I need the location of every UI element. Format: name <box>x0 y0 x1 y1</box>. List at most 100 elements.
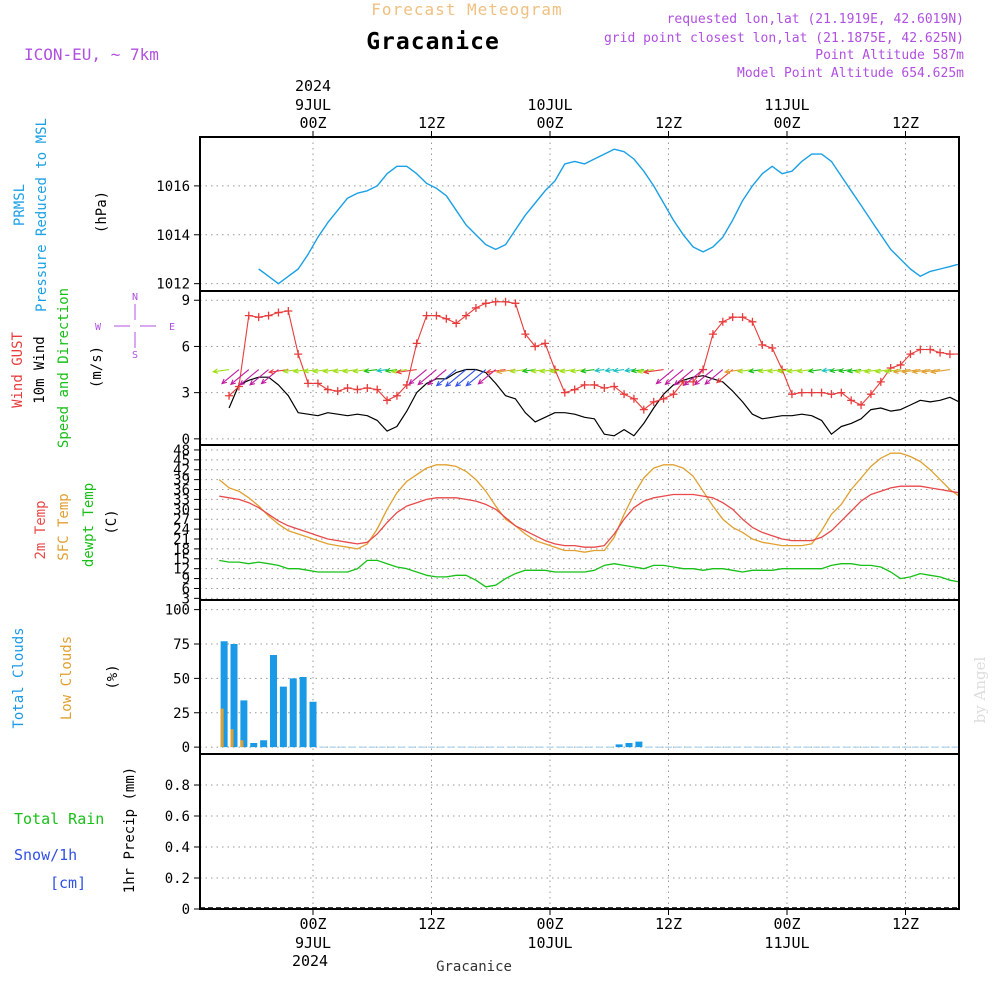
marks-layer <box>211 148 960 748</box>
top-hour-label: 12Z <box>655 114 682 132</box>
wind-arrow <box>436 369 457 387</box>
gust-marker <box>412 339 421 348</box>
wind-arrow <box>213 368 230 373</box>
top-date-label: 11JUL <box>764 96 809 114</box>
gust-marker <box>274 308 283 317</box>
precip-unit: 1hr Precip (mm) <box>122 767 138 893</box>
wind-arrow <box>683 369 704 386</box>
wind-arrow-head <box>776 368 784 374</box>
wind-arrow-head <box>828 367 836 374</box>
low-cloud-bar <box>240 740 244 748</box>
wind-arrow <box>364 368 378 372</box>
wind-arrow-head <box>249 380 256 386</box>
model-altitude: Model Point Altitude 654.625m <box>737 66 964 81</box>
wind-arrow <box>595 368 605 372</box>
gust-marker <box>669 390 678 399</box>
gust-marker <box>491 297 500 306</box>
y-tick-label: 75 <box>173 637 190 653</box>
gust-marker <box>857 400 866 409</box>
y-tick-label: 6 <box>182 339 190 355</box>
wind-arrow-head <box>593 367 601 373</box>
wind-arrow <box>704 369 724 385</box>
gust-marker <box>570 385 579 394</box>
total-cloud-bar <box>230 644 238 748</box>
gust-marker <box>471 303 480 312</box>
wind-arrow-head <box>311 368 319 374</box>
wind-arrow-head <box>863 368 870 374</box>
wind-arrow-head <box>427 379 434 386</box>
grid-layer <box>200 137 959 909</box>
y-tick-label: 0 <box>182 740 190 756</box>
gust-marker <box>244 311 253 320</box>
pressure-panel-labels: PRMSL Pressure Reduced to MSL (hPa) <box>12 118 110 312</box>
wind-arrow-head <box>612 367 619 374</box>
wind-arrow <box>427 369 447 386</box>
grid-point-coords: grid point closest lon,lat (21.1875E, 42… <box>604 31 964 46</box>
gust-marker <box>600 384 609 393</box>
wind-arrow <box>808 368 822 372</box>
wind-arrow <box>239 369 260 386</box>
prmsl-long-label: Pressure Reduced to MSL <box>34 118 50 312</box>
wind-arrow-head <box>838 367 845 374</box>
wind-arrow <box>625 368 635 372</box>
wind-arrow-head <box>384 367 391 374</box>
gust-marker <box>649 397 658 406</box>
y-tick-label: 3 <box>182 591 190 607</box>
gust-marker <box>590 380 599 389</box>
wind-arrow <box>830 368 842 372</box>
y-tick-label: 1014 <box>156 228 190 244</box>
gust-marker <box>541 339 550 348</box>
snow-label: Snow/1h <box>14 846 77 864</box>
wind-arrow-head <box>757 368 764 374</box>
wind-arrow-head <box>766 368 774 374</box>
bottom-hour-label: 12Z <box>418 915 445 933</box>
gust-marker <box>847 396 856 405</box>
gust-marker <box>402 380 411 389</box>
total-cloud-bar <box>289 678 297 748</box>
wind-arrow-head <box>521 368 528 374</box>
top-title: Forecast Meteogram <box>371 0 562 19</box>
wind-arrow-head <box>268 369 275 375</box>
wind-arrow-head <box>445 381 452 387</box>
wind-arrow <box>221 369 240 384</box>
wind-arrow-head <box>892 368 899 374</box>
wind-unit: (m/s) <box>89 346 105 388</box>
gust-marker <box>264 311 273 320</box>
wind-arrow <box>656 369 674 384</box>
place-title: Gracanice <box>366 29 500 55</box>
wind-arrow <box>510 368 526 373</box>
wind-arrow <box>455 369 477 387</box>
point-altitude: Point Altitude 587m <box>815 48 964 63</box>
temp-2m-line <box>219 485 960 548</box>
compass-w: W <box>95 322 102 333</box>
wind-arrow-head <box>477 379 484 385</box>
y-tick-label: 0.2 <box>165 871 190 887</box>
total-cloud-bar <box>635 741 643 748</box>
cloud-panel-labels: Total Clouds Low Clouds (%) <box>11 627 121 728</box>
year-top: 2024 <box>295 77 331 95</box>
wind-arrow-head <box>580 368 587 374</box>
wind-arrow-head <box>485 369 492 375</box>
y-tick-label: 0 <box>182 432 190 448</box>
gust-marker <box>392 391 401 400</box>
wind-arrow-head <box>495 368 503 375</box>
gust-marker <box>560 388 569 397</box>
wind-arrow-head <box>874 368 881 374</box>
wind-arrow-head <box>435 380 442 387</box>
temp-panel-labels: 2m Temp SFC Temp dewpt Temp (C) <box>33 483 120 567</box>
y-tick-label: 50 <box>173 671 190 687</box>
wind-arrow-head <box>211 368 219 374</box>
y-tick-label: 45 <box>173 453 190 469</box>
wind-arrow-head <box>363 368 370 374</box>
wind-label: 10m Wind <box>32 336 48 403</box>
wind-panel-labels: Wind GUST 10m Wind Speed and Direction (… <box>10 288 175 448</box>
wind-dir-label: Speed and Direction <box>56 288 72 448</box>
wind-arrow-head <box>539 368 546 374</box>
precip-panel-labels: Total Rain Snow/1h [cm] 1hr Precip (mm) <box>14 767 138 893</box>
gust-marker <box>323 385 332 394</box>
total-cloud-bar <box>309 701 317 748</box>
wind-arrow-head <box>786 368 793 374</box>
wind-arrow-head <box>636 368 643 374</box>
